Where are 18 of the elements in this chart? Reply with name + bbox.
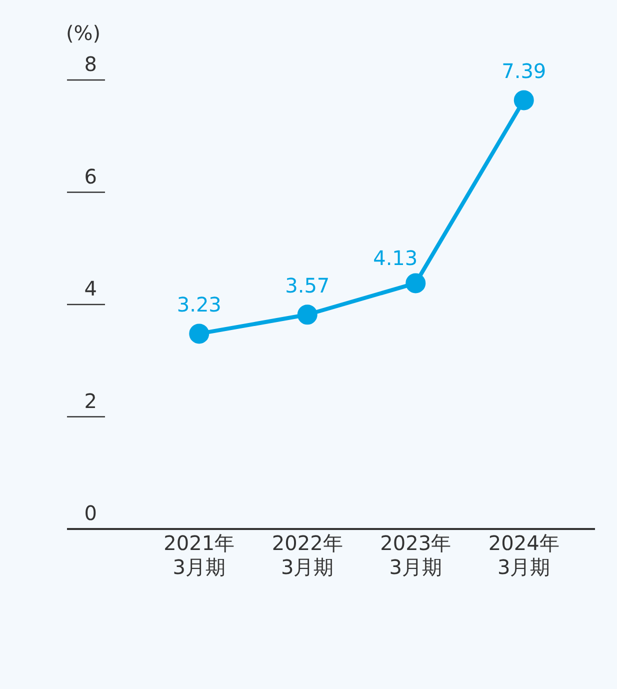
x-tick-label: 2022年 3月期: [272, 531, 343, 580]
point: [406, 273, 426, 294]
y-tick-label: 4: [84, 276, 97, 301]
x-tick-label: 2024年 3月期: [488, 531, 560, 580]
point: [189, 324, 210, 344]
x-tick-label: 2021年 3月期: [164, 531, 235, 580]
point: [514, 90, 534, 110]
data-label: 7.39: [502, 59, 546, 84]
y-tick-label: 6: [84, 164, 97, 188]
y-tick-label: 2: [84, 388, 97, 413]
data-label: 3.23: [176, 292, 222, 317]
point: [297, 304, 318, 325]
x-tick-label: 2023年 3月期: [380, 531, 452, 580]
y-tick-label: 8: [84, 52, 97, 76]
data-label: 4.13: [373, 246, 418, 270]
data-label: 3.57: [285, 274, 330, 298]
y-tick-label: 0: [84, 501, 97, 526]
y-axis-title: (%): [66, 21, 101, 46]
